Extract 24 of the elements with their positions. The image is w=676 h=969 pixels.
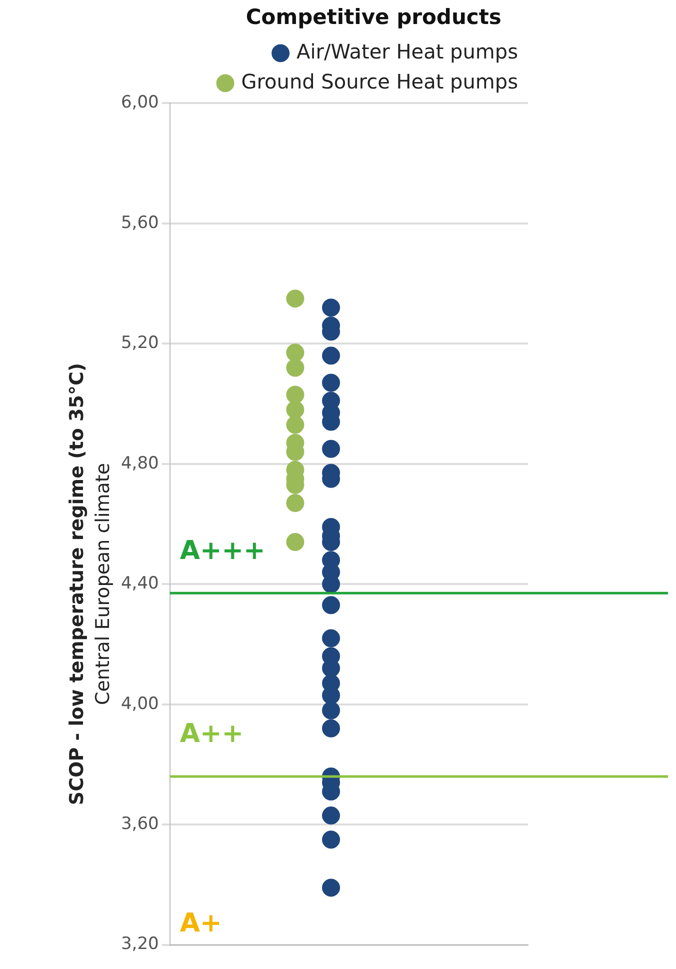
point (322, 806, 340, 825)
point (322, 719, 340, 738)
ref-line-label: A++ (180, 719, 244, 750)
legend-label: Air/Water Heat pumps (296, 39, 518, 64)
y-tick-label: 4,80 (120, 453, 159, 474)
y-tick-label: 3,20 (120, 934, 159, 954)
point (286, 290, 304, 308)
y-tick-label: 5,60 (120, 212, 159, 233)
ref-line-label: A+++ (180, 536, 266, 566)
point (322, 830, 340, 849)
point (322, 878, 340, 897)
y-axis-title: SCOP - low temperature regime (to 35°C) Central European climate (66, 362, 114, 806)
legend-title: Competitive products (246, 4, 502, 29)
annotation: A+ (180, 908, 222, 939)
y-tick-label: 5,20 (120, 333, 159, 354)
y-tick-label: 4,40 (120, 574, 159, 594)
y-tick-label: 6,00 (120, 92, 159, 113)
point (322, 629, 340, 648)
legend-label: Ground Source Heat pumps (241, 69, 518, 94)
point (322, 701, 340, 720)
y-tick-label: 4,00 (120, 694, 159, 714)
point (322, 596, 340, 614)
point (322, 298, 340, 317)
y-tick-label: 3,60 (120, 814, 159, 834)
